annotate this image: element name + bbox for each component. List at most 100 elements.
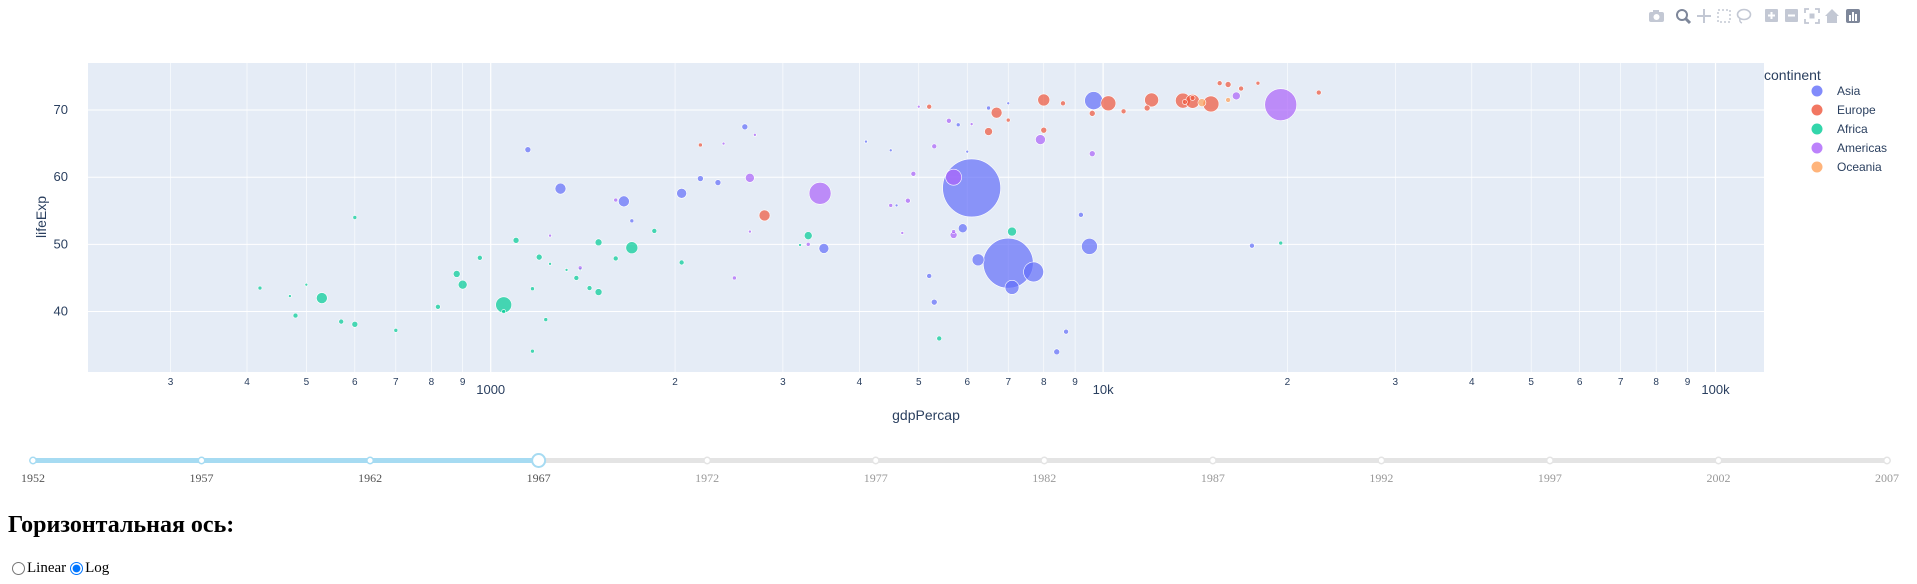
- y-tick-label: 60: [54, 169, 68, 184]
- slider-step[interactable]: [1377, 456, 1386, 465]
- axis-scale-radio-group: Linear Log: [10, 560, 109, 577]
- data-point: [803, 231, 813, 240]
- data-point: [753, 133, 757, 137]
- data-point: [457, 279, 468, 290]
- slider-step[interactable]: [29, 456, 37, 465]
- x-minor-tick-label: 4: [1469, 377, 1475, 388]
- log-option[interactable]: Log: [68, 560, 109, 577]
- year-slider[interactable]: 1952 1957 1962 1967 1972 1977 1982 1987 1992 1997…: [0, 446, 1917, 486]
- x-minor-tick-label: 5: [1528, 377, 1534, 388]
- lasso-icon[interactable]: [1736, 8, 1752, 24]
- slider-year-label: 1962: [358, 471, 382, 485]
- data-point: [1004, 280, 1020, 295]
- series-africa: [257, 215, 1284, 354]
- x-minor-tick-label: 9: [460, 377, 466, 388]
- data-point: [748, 229, 752, 234]
- series-europe: [698, 80, 1322, 222]
- data-point: [971, 253, 985, 267]
- data-point: [618, 195, 630, 208]
- x-minor-tick-label: 7: [393, 377, 399, 388]
- slider-step[interactable]: [703, 456, 712, 465]
- pan-icon[interactable]: [1697, 9, 1711, 23]
- data-point: [1063, 328, 1069, 335]
- data-point: [951, 229, 956, 234]
- data-point: [732, 275, 737, 281]
- slider-year-label: 1992: [1369, 471, 1393, 485]
- data-point: [931, 143, 938, 150]
- x-minor-tick-label: 5: [916, 377, 922, 388]
- legend-label: Oceania: [1837, 160, 1882, 174]
- y-tick-label: 40: [54, 304, 68, 319]
- data-point: [1224, 81, 1232, 88]
- x-minor-tick-label: 6: [964, 377, 970, 388]
- data-point: [612, 255, 619, 262]
- slider-step[interactable]: [1040, 456, 1049, 465]
- data-point: [651, 228, 658, 234]
- axis-controls-title: Горизонтальная ось:: [8, 512, 235, 538]
- x-minor-tick-label: 6: [352, 377, 358, 388]
- data-point: [818, 243, 830, 254]
- home-icon[interactable]: [1825, 9, 1839, 23]
- x-major-tick-label: 1000: [476, 382, 505, 397]
- data-point: [530, 286, 535, 292]
- x-minor-tick-label: 7: [1005, 377, 1011, 388]
- data-point: [1088, 150, 1096, 157]
- data-point: [288, 294, 292, 298]
- zoom-icon[interactable]: [1676, 9, 1692, 25]
- data-point: [435, 304, 441, 310]
- data-point: [1144, 92, 1159, 108]
- linear-radio[interactable]: [12, 562, 25, 575]
- data-point: [1023, 261, 1044, 283]
- legend-marker: [1811, 85, 1823, 97]
- linear-option[interactable]: Linear: [10, 560, 66, 577]
- x-minor-tick-label: 3: [1393, 377, 1399, 388]
- legend-title: continent: [1764, 67, 1821, 83]
- data-point: [1315, 89, 1322, 96]
- slider-step[interactable]: [1208, 456, 1217, 465]
- slider-active-rail: [30, 458, 539, 463]
- legend-label: Europe: [1837, 103, 1876, 117]
- slider-step[interactable]: [1714, 456, 1723, 465]
- data-point: [1060, 100, 1066, 107]
- data-point: [910, 171, 917, 177]
- series-oceania: [1197, 97, 1231, 107]
- data-point: [351, 321, 359, 328]
- data-point: [338, 318, 344, 325]
- zoom-out-icon[interactable]: [1785, 9, 1798, 22]
- legend: continent Asia Europe Africa Americas Oceani…: [1764, 67, 1887, 174]
- autoscale-icon[interactable]: [1804, 8, 1820, 24]
- plot-area[interactable]: [88, 63, 1764, 372]
- data-markers: [257, 80, 1322, 356]
- data-point: [1006, 101, 1011, 106]
- x-minor-tick-label: 3: [168, 377, 174, 388]
- slider-step[interactable]: [871, 456, 880, 465]
- slider-handle[interactable]: [531, 453, 547, 468]
- data-point: [554, 182, 567, 195]
- box-select-icon[interactable]: [1717, 9, 1731, 23]
- data-point: [1197, 98, 1207, 107]
- log-radio[interactable]: [70, 562, 84, 575]
- y-axis-title: lifeExp: [33, 196, 49, 238]
- slider-year-label: 1952: [21, 471, 45, 485]
- slider-step[interactable]: [366, 456, 375, 465]
- data-point: [586, 285, 593, 291]
- data-point: [501, 309, 506, 314]
- camera-icon[interactable]: [1649, 10, 1664, 22]
- data-point: [613, 197, 619, 203]
- data-point: [741, 123, 749, 131]
- x-minor-tick-label: 5: [304, 377, 310, 388]
- slider-step[interactable]: [1883, 456, 1891, 465]
- plotly-logo-icon[interactable]: [1846, 9, 1860, 23]
- slider-step[interactable]: [1545, 456, 1554, 465]
- x-minor-tick-label: 4: [244, 377, 250, 388]
- slider-step[interactable]: [197, 456, 206, 465]
- x-minor-tick-label: 4: [857, 377, 863, 388]
- data-point: [808, 182, 832, 205]
- x-minor-tick-label: 7: [1618, 377, 1624, 388]
- x-minor-tick-label: 8: [429, 377, 435, 388]
- data-point: [864, 139, 868, 144]
- zoom-in-icon[interactable]: [1765, 9, 1778, 22]
- data-point: [524, 146, 532, 153]
- data-point: [721, 141, 726, 146]
- data-point: [798, 243, 802, 247]
